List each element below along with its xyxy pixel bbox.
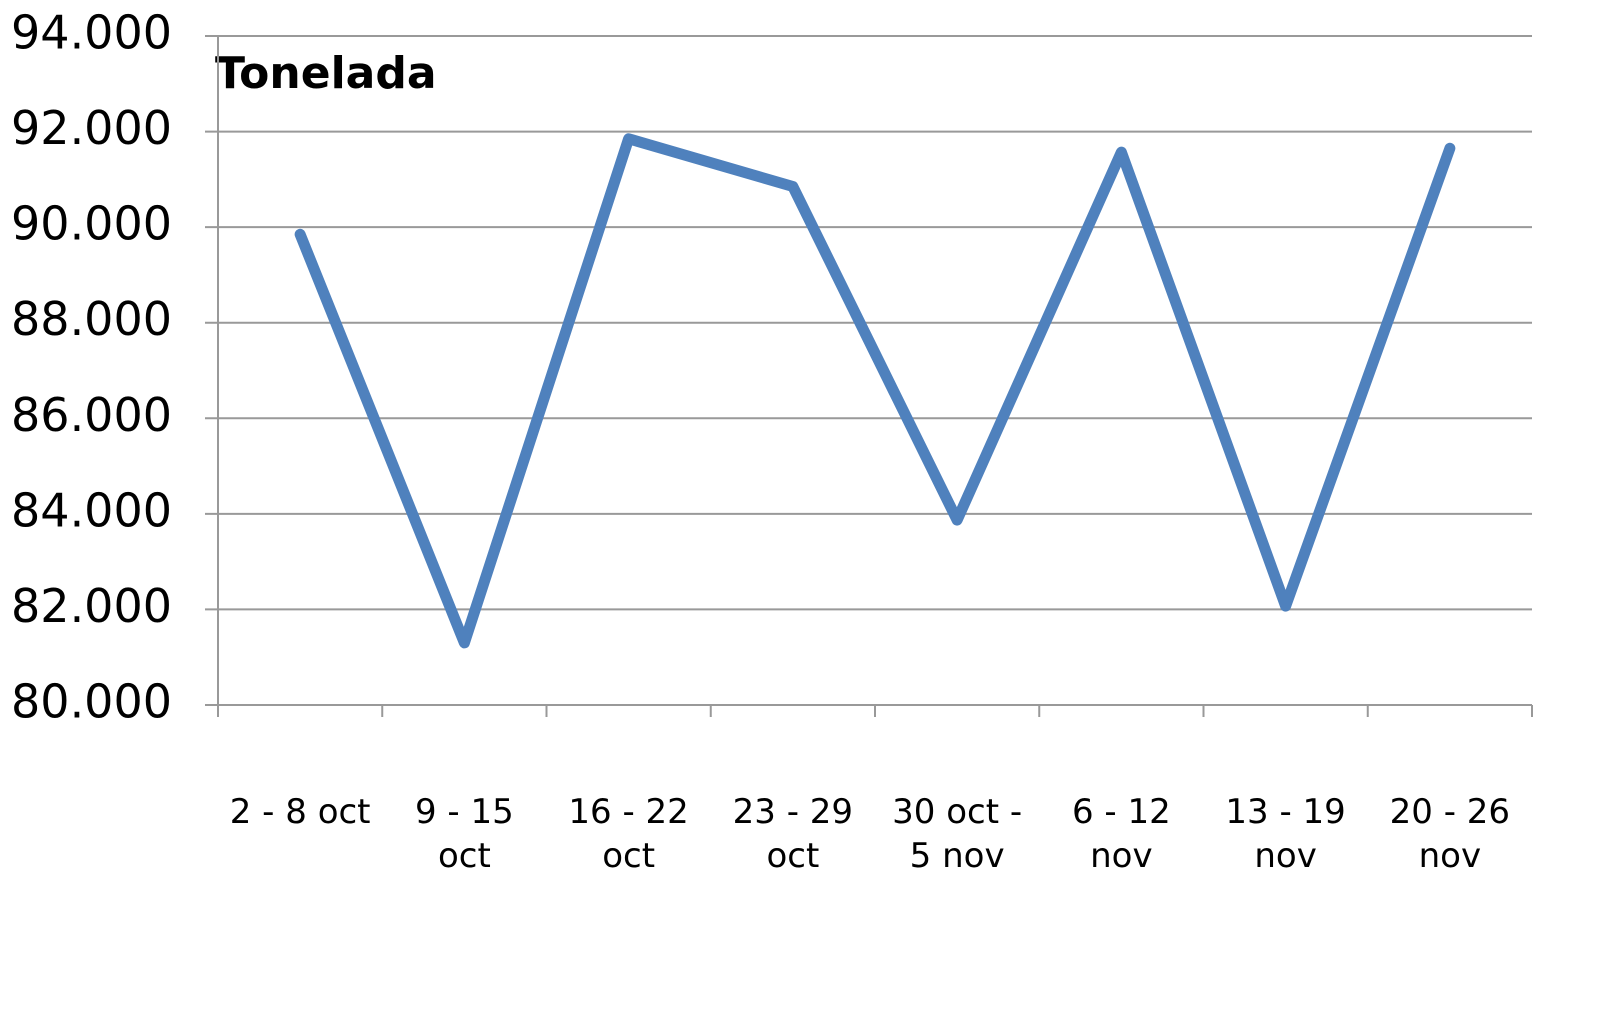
y-tick-label: 84.000 [11, 483, 172, 537]
x-tick-label: 6 - 12 nov [1071, 792, 1171, 876]
y-tick-label: 80.000 [11, 675, 172, 729]
x-tick-label: 13 - 19 nov [1225, 792, 1346, 876]
y-tick-label: 94.000 [11, 6, 172, 60]
x-tick-label: 9 - 15 oct [414, 792, 514, 876]
x-tick-label: 23 - 29 oct [732, 792, 854, 876]
y-tick-label: 92.000 [11, 101, 172, 155]
y-tick-label: 82.000 [11, 579, 172, 633]
x-tick-label: 30 oct - 5 nov [892, 792, 1023, 876]
chart-title: Tonelada [215, 48, 437, 99]
x-tick-label: 16 - 22 oct [568, 792, 689, 876]
x-tick-label: 20 - 26 nov [1389, 792, 1511, 876]
x-tick-label: 2 - 8 oct [229, 792, 371, 832]
y-tick-label: 86.000 [11, 388, 172, 442]
line-series [294, 133, 1456, 649]
y-tick-label: 88.000 [11, 292, 172, 346]
y-tick-label: 90.000 [11, 197, 172, 251]
